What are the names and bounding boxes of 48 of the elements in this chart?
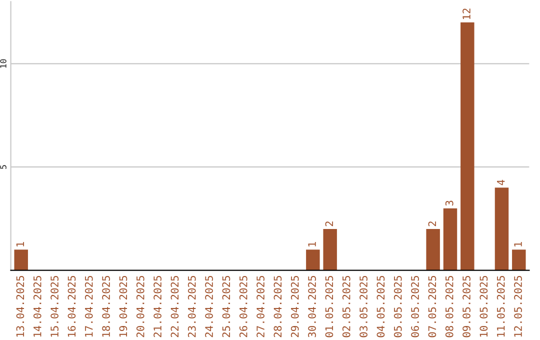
x-tick-label: 29.04.2025: [290, 276, 299, 338]
x-tick-label: 02.05.2025: [342, 276, 350, 338]
x-tick-label: 19.04.2025: [119, 276, 128, 337]
x-tick-label: 03.05.2025: [360, 276, 368, 338]
bar: [512, 250, 526, 270]
bar: [443, 208, 458, 270]
bar: [460, 22, 474, 270]
data-label: 1: [514, 242, 522, 246]
x-tick-label: 09.05.2025: [462, 276, 470, 338]
data-label: 1: [16, 242, 24, 246]
data-label: 2: [325, 222, 333, 226]
bar: [323, 228, 337, 270]
x-tick-label: 08.05.2025: [445, 276, 454, 338]
x-tick-label: 27.04.2025: [256, 276, 264, 338]
x-tick-label: 06.05.2025: [411, 276, 419, 338]
data-label: 3: [445, 200, 454, 206]
data-label: 12: [462, 8, 470, 20]
x-tick-label: 05.05.2025: [394, 276, 402, 338]
x-tick-label: 18.04.2025: [102, 276, 110, 337]
x-tick-label: 21.04.2025: [154, 276, 162, 338]
x-tick-label: 25.04.2025: [222, 276, 230, 338]
x-tick-label: 15.04.2025: [50, 276, 58, 337]
x-tick-label: 16.04.2025: [68, 276, 76, 337]
x-tick-label: 11.05.2025: [496, 276, 505, 337]
x-tick-label: 10.05.2025: [480, 276, 488, 337]
x-tick-label: 14.04.2025: [33, 276, 42, 337]
x-tick-label: 24.04.2025: [205, 276, 213, 338]
data-label: 2: [428, 222, 436, 226]
data-label: 4: [497, 180, 505, 186]
x-tick-label: 23.04.2025: [188, 276, 196, 338]
y-tick-label: 10: [0, 59, 6, 68]
x-tick-label: 20.04.2025: [136, 276, 144, 338]
x-tick-label: 22.04.2025: [170, 276, 179, 338]
x-tick-label: 30.04.2025: [308, 276, 316, 338]
x-tick-label: 17.04.2025: [84, 276, 93, 337]
x-tick-label: 04.05.2025: [376, 276, 385, 338]
x-tick-label: 28.04.2025: [274, 276, 282, 338]
x-tick-label: 13.04.2025: [16, 276, 24, 337]
y-tick-label: 5: [0, 165, 6, 169]
bar: [306, 250, 320, 270]
x-tick-label: 26.04.2025: [239, 276, 248, 338]
bar: [14, 250, 28, 270]
x-tick-label: 07.05.2025: [428, 276, 436, 338]
bar: [494, 188, 509, 270]
data-label: 1: [308, 242, 316, 246]
bar: [426, 228, 440, 270]
x-tick-label: 12.05.2025: [514, 276, 522, 337]
x-tick-label: 01.05.2025: [325, 276, 334, 338]
